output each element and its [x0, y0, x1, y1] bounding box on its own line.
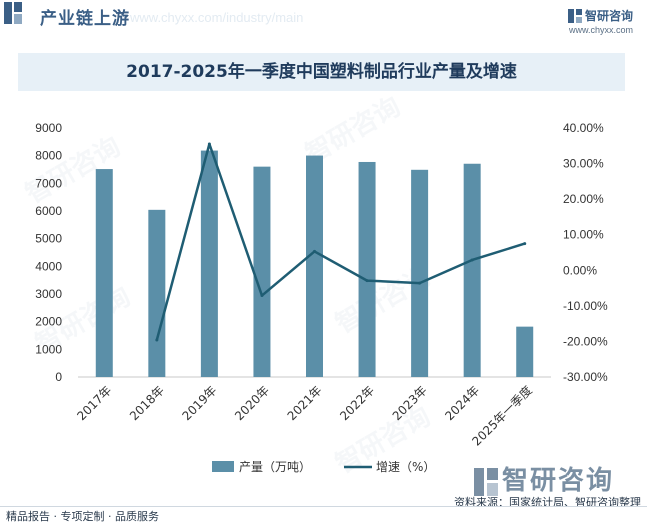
source-note: 资料来源：国家统计局、智研咨询整理: [454, 496, 641, 509]
y-right-tick-label: 40.00%: [563, 121, 604, 135]
x-tick-label: 2017年: [74, 383, 114, 423]
bar: [148, 209, 166, 377]
chart-title: 2017-2025年一季度中国塑料制品行业产量及增速: [18, 53, 625, 91]
y-left-tick-label: 5000: [35, 232, 62, 246]
growth-point: [523, 242, 527, 246]
bar: [516, 326, 534, 377]
x-tick-label: 2023年: [390, 383, 430, 423]
y-left-tick-label: 7000: [35, 176, 62, 190]
footer-bar: [0, 506, 647, 525]
y-left-tick-label: 3000: [35, 287, 62, 301]
bar: [411, 169, 429, 377]
growth-point: [207, 142, 211, 146]
page-header: www.chyxx.com/industry/main 产业链上游 智研咨询 w…: [0, 0, 647, 38]
y-right-tick-label: 0.00%: [563, 263, 597, 277]
growth-line: [155, 142, 526, 341]
bottom-logo: 智研咨询: [474, 460, 614, 497]
brand-icon: [567, 8, 582, 23]
growth-point: [470, 258, 474, 262]
bar: [463, 163, 481, 377]
y-left-tick-label: 8000: [35, 149, 62, 163]
bar: [95, 169, 113, 377]
brand-logo-icon: [4, 2, 22, 24]
legend-bar-swatch: [212, 461, 234, 472]
brand-url: www.chyxx.com: [568, 25, 633, 35]
bar: [253, 166, 271, 377]
y-right-tick-label: -30.00%: [563, 370, 608, 384]
y-right-tick-label: -10.00%: [563, 299, 608, 313]
growth-point: [155, 338, 159, 342]
growth-point: [260, 294, 264, 298]
y-left-tick-label: 9000: [35, 121, 62, 135]
y-left-tick-label: 0: [55, 370, 62, 384]
header-watermark: www.chyxx.com/industry/main: [130, 10, 304, 25]
y-right-tick-label: 10.00%: [563, 228, 604, 242]
x-tick-label: 2024年: [442, 383, 482, 423]
y-right-tick-label: 30.00%: [563, 157, 604, 171]
growth-point: [313, 249, 316, 253]
growth-point: [365, 279, 369, 283]
bar: [358, 161, 376, 377]
legend-bar-label: 产量（万吨）: [239, 460, 311, 474]
y-left-tick-label: 4000: [35, 259, 62, 273]
x-tick-label: 2018年: [127, 383, 167, 423]
brand-block: 智研咨询 www.chyxx.com: [567, 5, 633, 35]
x-tick-label: 2019年: [180, 383, 220, 423]
footer-slogan: 精品报告 · 专项定制 · 品质服务: [6, 510, 159, 523]
y-left-tick-label: 6000: [35, 204, 62, 218]
legend-line-label: 增速（%）: [376, 460, 435, 474]
growth-point: [418, 281, 422, 285]
brand-name: 智研咨询: [584, 9, 633, 23]
y-right-tick-label: -20.00%: [563, 334, 608, 348]
x-tick-label: 2022年: [337, 383, 377, 423]
bottom-logo-icon: [474, 467, 498, 496]
y-left-tick-label: 1000: [35, 342, 62, 356]
bar: [306, 155, 323, 377]
section-title: 产业链上游: [40, 9, 130, 29]
y-left-tick-label: 2000: [35, 315, 62, 329]
bar: [200, 150, 218, 377]
x-tick-label: 2020年: [232, 383, 272, 423]
x-tick-label: 2021年: [285, 383, 325, 423]
bottom-logo-text: 智研咨询: [502, 466, 615, 496]
y-right-tick-label: 20.00%: [563, 192, 604, 206]
